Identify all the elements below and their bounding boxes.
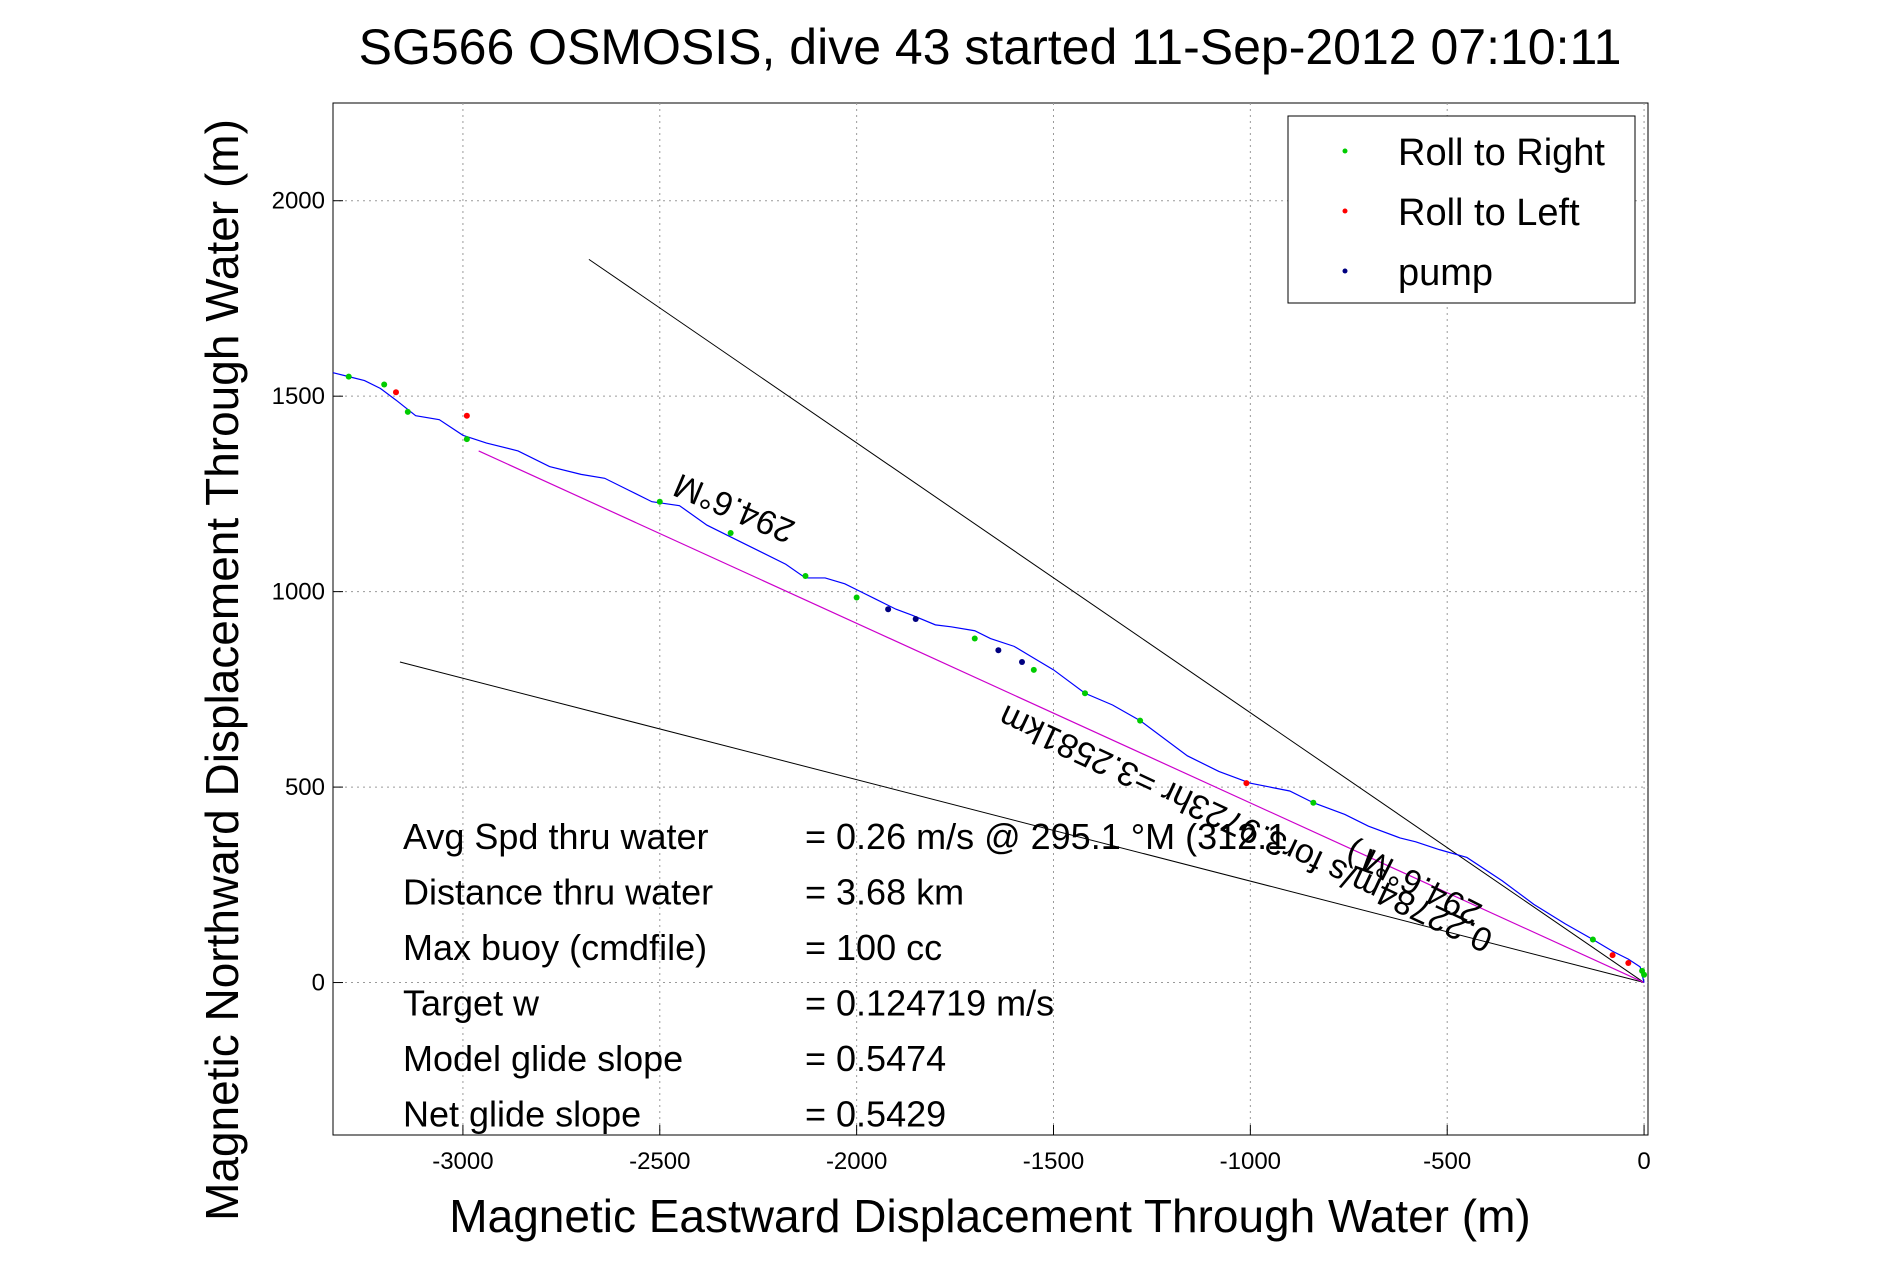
- roll-right-marker: [1589, 936, 1596, 943]
- roll-right-marker: [463, 436, 470, 443]
- stat-label: Model glide slope: [403, 1038, 683, 1079]
- stats-block: Avg Spd thru water = 0.26 m/s @ 295.1 °M …: [403, 816, 1287, 1135]
- legend-marker: [1342, 268, 1348, 274]
- x-tick-label: -2000: [826, 1148, 887, 1175]
- pump-marker: [1018, 659, 1025, 665]
- roll-right-marker: [1137, 717, 1144, 724]
- roll-left-marker: [1609, 952, 1616, 959]
- cone-lines: [399, 258, 1645, 984]
- grid: [333, 103, 1648, 1135]
- y-axis-label: Magnetic Northward Displacement Through …: [196, 119, 248, 1221]
- y-tick-label: 0: [312, 970, 325, 997]
- stat-label: Avg Spd thru water: [403, 816, 709, 857]
- chart-title: SG566 OSMOSIS, dive 43 started 11-Sep-20…: [359, 19, 1622, 75]
- stat-value: = 0.124719 m/s: [805, 983, 1054, 1024]
- x-tick-label: -1500: [1023, 1148, 1084, 1175]
- y-ticks: 0 500 1000 1500 2000: [272, 188, 343, 997]
- x-tick-label: -500: [1423, 1148, 1471, 1175]
- legend: Roll to Right Roll to Left pump: [1287, 115, 1636, 304]
- x-ticks: -3000 -2500 -2000 -1500 -1000 -500 0: [432, 1125, 1651, 1175]
- x-tick-label: -3000: [432, 1148, 493, 1175]
- roll-right-marker: [853, 594, 860, 601]
- roll-right-marker: [1639, 967, 1646, 974]
- roll-right-marker: [727, 530, 734, 536]
- x-axis-label: Magnetic Eastward Displacement Through W…: [449, 1190, 1530, 1242]
- stat-label: Distance thru water: [403, 872, 713, 913]
- y-tick-label: 2000: [272, 188, 325, 215]
- average-heading-line: [478, 450, 1645, 984]
- y-tick-label: 500: [285, 774, 325, 801]
- stat-value: = 0.5474: [805, 1038, 946, 1079]
- stat-value: = 3.68 km: [805, 872, 964, 913]
- average-heading-line: [478, 450, 1645, 984]
- roll-right-marker: [971, 635, 978, 642]
- stat-label: Max buoy (cmdfile): [403, 927, 707, 968]
- x-tick-label: 0: [1637, 1148, 1650, 1175]
- legend-marker: [1342, 148, 1348, 154]
- legend-marker: [1342, 208, 1348, 214]
- stat-label: Net glide slope: [403, 1094, 641, 1135]
- stat-value: = 100 cc: [805, 927, 942, 968]
- pump-marker: [995, 647, 1002, 654]
- stat-value: = 0.26 m/s @ 295.1 °M (312.1: [805, 816, 1287, 857]
- legend-label: pump: [1398, 252, 1493, 294]
- x-tick-label: -2500: [629, 1148, 690, 1175]
- y-tick-label: 1000: [272, 579, 325, 606]
- pump-marker: [912, 616, 919, 622]
- roll-left-marker: [1625, 960, 1632, 966]
- y-tick-label: 1500: [272, 383, 325, 410]
- roll-right-marker: [1081, 690, 1088, 697]
- cone-lower-line: [399, 661, 1645, 984]
- roll-left-marker: [1243, 780, 1250, 787]
- pump-marker: [885, 606, 892, 613]
- roll-right-marker: [656, 498, 663, 505]
- stat-label: Target w: [403, 983, 540, 1024]
- cone-upper-line: [588, 258, 1645, 983]
- roll-right-marker: [404, 408, 411, 415]
- roll-right-marker: [802, 573, 809, 579]
- roll-right-marker: [1030, 666, 1037, 673]
- legend-label: Roll to Right: [1398, 132, 1605, 174]
- track-line: [332, 372, 1645, 983]
- x-tick-label: -1000: [1220, 1148, 1281, 1175]
- stat-value: = 0.5429: [805, 1094, 946, 1135]
- roll-right-marker: [381, 381, 388, 388]
- roll-right-marker: [1310, 799, 1317, 806]
- legend-label: Roll to Left: [1398, 192, 1580, 234]
- markers: [345, 373, 1648, 978]
- roll-left-marker: [463, 412, 470, 419]
- roll-right-marker: [345, 373, 352, 380]
- roll-left-marker: [392, 389, 399, 396]
- track-line: [332, 372, 1645, 983]
